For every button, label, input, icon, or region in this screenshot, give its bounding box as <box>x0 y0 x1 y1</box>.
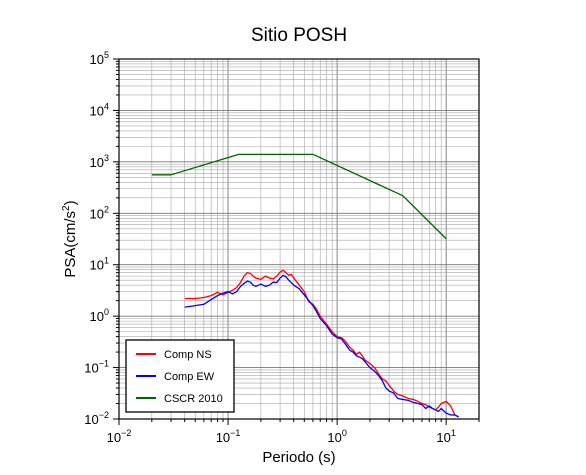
grid <box>118 58 480 420</box>
y-axis-label-suffix: ) <box>62 200 79 205</box>
legend: Comp NS Comp EW CSCR 2010 <box>125 339 235 413</box>
y-axis-label-sup: 2 <box>61 205 72 211</box>
legend-label: Comp NS <box>164 349 212 361</box>
plot-frame <box>118 58 480 420</box>
y-tick-label: 100 <box>90 307 109 324</box>
x-tick-label: 100 <box>327 428 346 445</box>
series-line-cscr-2010 <box>151 153 447 240</box>
axis-ticks: 10−2 10−1 100 101 10−2 10−1 100 101 102 103 104 105 <box>84 50 480 445</box>
x-tick-label: 101 <box>436 428 455 445</box>
series-line-comp-ns <box>184 269 459 418</box>
x-tick-label: 10−2 <box>107 428 132 445</box>
y-axis-label: PSA(cm/s2) <box>61 200 79 277</box>
y-tick-label: 104 <box>90 101 109 118</box>
x-axis-label: Periodo (s) <box>262 449 335 466</box>
series-layer <box>151 153 459 418</box>
series-line-comp-ew <box>184 274 459 418</box>
y-axis-label-prefix: PSA(cm/s <box>62 211 79 278</box>
y-tick-label: 105 <box>90 50 109 67</box>
x-tick-label: 10−1 <box>216 428 241 445</box>
chart-title: Sitio POSH <box>251 25 347 46</box>
legend-label: CSCR 2010 <box>164 393 223 405</box>
y-tick-label: 10−2 <box>84 410 109 427</box>
y-tick-label: 10−1 <box>84 359 109 376</box>
y-tick-label: 101 <box>90 256 109 273</box>
legend-label: Comp EW <box>164 371 215 383</box>
y-tick-label: 102 <box>90 204 109 221</box>
y-tick-label: 103 <box>90 153 109 170</box>
